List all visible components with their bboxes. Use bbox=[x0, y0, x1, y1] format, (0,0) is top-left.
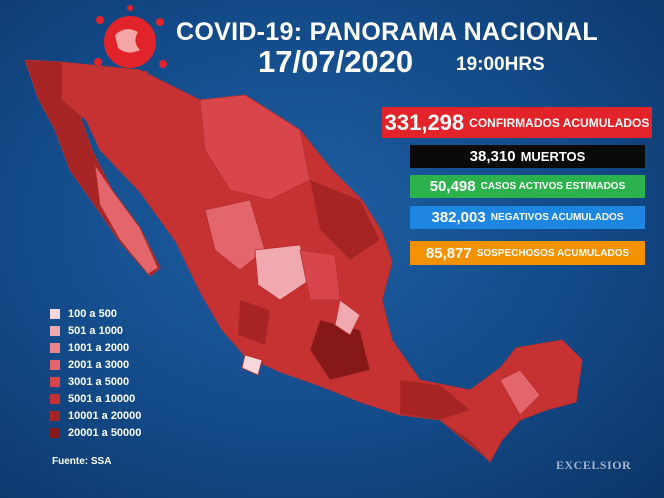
legend-swatch bbox=[50, 393, 60, 404]
mexico-map bbox=[24, 59, 583, 463]
stat-number: 382,003 bbox=[431, 209, 486, 226]
legend-label: 2001 a 3000 bbox=[68, 358, 130, 371]
legend-swatch bbox=[50, 376, 60, 387]
source: Fuente: SSA bbox=[52, 456, 112, 467]
legend-swatch bbox=[50, 308, 60, 319]
date: 17/07/2020 bbox=[258, 44, 414, 79]
legend-label: 20001 a 50000 bbox=[68, 426, 142, 439]
time: 19:00HRS bbox=[456, 54, 545, 75]
stat-label: NEGATIVOS ACUMULADOS bbox=[490, 212, 624, 223]
brand: EXCELSIOR bbox=[556, 458, 632, 472]
stat-number: 85,877 bbox=[425, 244, 472, 262]
legend-swatch bbox=[50, 359, 60, 370]
stat-number: 38,310 bbox=[469, 148, 516, 165]
legend-item: 501 a 1000 bbox=[50, 322, 141, 339]
stat-box: 38,310 MUERTOS bbox=[410, 145, 645, 168]
stat-box: 85,877 SOSPECHOSOS ACUMULADOS bbox=[410, 241, 645, 265]
stat-number: 50,498 bbox=[429, 178, 476, 195]
legend-item: 10001 a 20000 bbox=[50, 407, 141, 424]
legend-swatch bbox=[50, 342, 60, 353]
stat-box: 50,498 CASOS ACTIVOS ESTIMADOS bbox=[410, 175, 645, 198]
legend-label: 1001 a 2000 bbox=[68, 341, 130, 354]
legend-item: 3001 a 5000 bbox=[50, 373, 141, 390]
legend-label: 100 a 500 bbox=[68, 307, 117, 320]
legend-item: 100 a 500 bbox=[50, 305, 141, 322]
legend-label: 501 a 1000 bbox=[68, 324, 124, 337]
legend-item: 2001 a 3000 bbox=[50, 356, 141, 373]
legend: 100 a 500 501 a 1000 1001 a 2000 2001 a 300… bbox=[50, 305, 141, 441]
stat-box: 331,298 CONFIRMADOS ACUMULADOS bbox=[382, 107, 652, 138]
stat-label: MUERTOS bbox=[520, 149, 586, 164]
legend-label: 3001 a 5000 bbox=[68, 375, 130, 388]
legend-label: 5001 a 10000 bbox=[68, 392, 136, 405]
title: COVID-19: PANORAMA NACIONAL bbox=[176, 18, 598, 46]
legend-label: 10001 a 20000 bbox=[68, 409, 142, 422]
legend-swatch bbox=[50, 427, 60, 438]
stat-box: 382,003 NEGATIVOS ACUMULADOS bbox=[410, 206, 645, 229]
legend-swatch bbox=[50, 410, 60, 421]
legend-item: 1001 a 2000 bbox=[50, 339, 141, 356]
stat-number: 331,298 bbox=[384, 109, 465, 135]
stat-label: CONFIRMADOS ACUMULADOS bbox=[469, 115, 650, 130]
legend-swatch bbox=[50, 325, 60, 336]
legend-item: 5001 a 10000 bbox=[50, 390, 141, 407]
globe-icon bbox=[94, 5, 167, 77]
stat-label: CASOS ACTIVOS ESTIMADOS bbox=[480, 181, 626, 192]
stat-label: SOSPECHOSOS ACUMULADOS bbox=[476, 247, 630, 259]
legend-item: 20001 a 50000 bbox=[50, 424, 141, 441]
